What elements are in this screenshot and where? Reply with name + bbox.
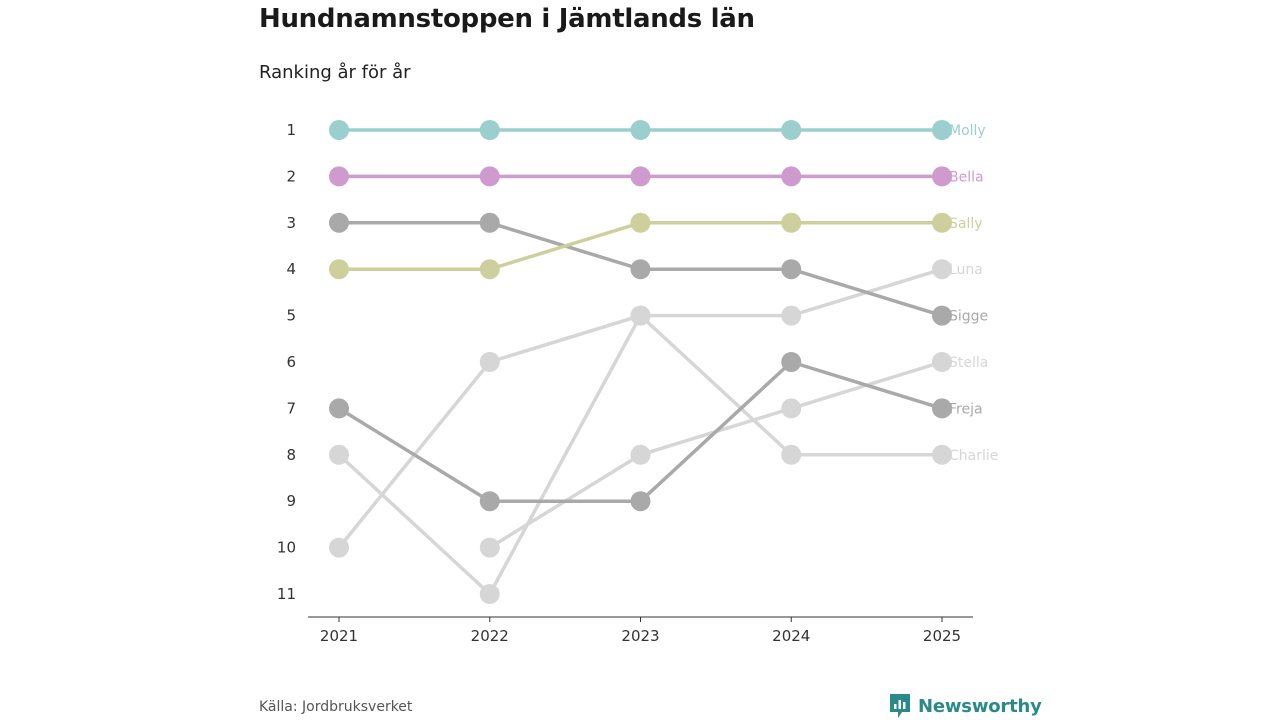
y-tick-label: 2 (286, 167, 296, 185)
data-point-molly (932, 120, 952, 140)
data-point-sally (932, 212, 952, 233)
series-label-molly: Molly (949, 123, 986, 139)
series-label-sigge: Sigge (949, 309, 988, 325)
data-point-freja (479, 491, 500, 512)
data-point-sigge (781, 259, 802, 280)
data-point-sigge (932, 305, 952, 326)
series-label-freja: Freja (949, 401, 983, 417)
series-label-charlie: Charlie (949, 448, 998, 464)
chart-subtitle: Ranking år för år (259, 62, 411, 83)
series-label-bella: Bella (949, 169, 984, 185)
x-tick-label: 2021 (320, 627, 358, 645)
data-point-molly (781, 120, 802, 140)
data-point-molly (630, 120, 651, 140)
data-point-luna (781, 305, 802, 326)
data-point-bella (479, 166, 500, 187)
y-tick-label: 7 (286, 399, 296, 417)
data-point-sally (479, 259, 500, 280)
data-point-charlie (329, 444, 349, 465)
data-point-charlie (781, 444, 802, 465)
data-point-luna (932, 259, 952, 280)
data-point-stella (781, 398, 802, 419)
y-tick-label: 10 (277, 539, 296, 557)
data-point-molly (479, 120, 500, 140)
y-tick-label: 8 (286, 446, 296, 464)
data-point-sigge (630, 259, 651, 280)
data-point-bella (932, 166, 952, 187)
source-note: Källa: Jordbruksverket (259, 699, 413, 715)
data-point-luna (479, 352, 500, 372)
x-tick-label: 2023 (621, 627, 659, 645)
data-point-luna (630, 305, 651, 326)
x-tick-label: 2022 (471, 627, 509, 645)
newsworthy-logo-icon (890, 694, 910, 718)
x-tick-label: 2024 (772, 627, 810, 645)
data-point-stella (932, 352, 952, 372)
series-label-luna: Luna (949, 262, 983, 278)
data-point-freja (329, 398, 349, 419)
y-tick-label: 4 (286, 260, 296, 278)
y-tick-label: 3 (286, 214, 296, 232)
brand-name: Newsworthy (918, 695, 1042, 717)
y-tick-label: 6 (286, 353, 296, 371)
data-point-luna (329, 537, 349, 558)
y-tick-label: 1 (286, 121, 296, 139)
chart-title: Hundnamnstoppen i Jämtlands län (259, 4, 755, 34)
data-point-sally (329, 259, 349, 280)
data-point-charlie (932, 444, 952, 465)
data-point-stella (630, 444, 651, 465)
data-point-sally (781, 212, 802, 233)
data-point-freja (630, 491, 651, 512)
data-point-sigge (479, 212, 500, 233)
data-point-bella (781, 166, 802, 187)
y-tick-label: 5 (286, 307, 296, 325)
data-point-charlie (479, 584, 500, 604)
series-label-sally: Sally (949, 216, 983, 232)
data-point-bella (630, 166, 651, 187)
data-point-sally (630, 212, 651, 233)
data-point-freja (781, 352, 802, 372)
data-point-molly (329, 120, 349, 140)
series-label-stella: Stella (949, 355, 988, 371)
data-point-freja (932, 398, 952, 419)
series-line-freja (337, 360, 944, 503)
data-point-sigge (329, 212, 349, 233)
data-point-bella (329, 166, 349, 187)
y-tick-label: 9 (286, 492, 296, 510)
y-tick-label: 11 (277, 585, 296, 603)
data-point-stella (479, 537, 500, 558)
brand-logo: Newsworthy (888, 692, 1042, 720)
x-tick-label: 2025 (923, 627, 961, 645)
